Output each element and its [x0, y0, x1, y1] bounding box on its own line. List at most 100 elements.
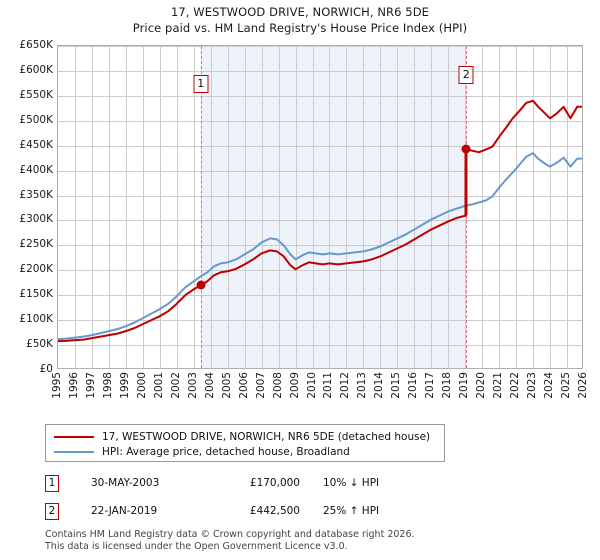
x-axis-tick-label: 2022: [509, 372, 522, 399]
legend-entry-hpi: HPI: Average price, detached house, Broa…: [52, 444, 438, 459]
gridline-vertical: [278, 46, 280, 368]
footer-line-1: Contains HM Land Registry data © Crown c…: [45, 529, 415, 540]
transaction-hpi-delta: 10% ↓ HPI: [323, 477, 380, 489]
y-axis-tick-label: £150K: [19, 288, 53, 301]
legend-label-hpi: HPI: Average price, detached house, Broa…: [102, 445, 350, 458]
gridline-horizontal: [58, 170, 582, 172]
chart-marker-badge[interactable]: 1: [193, 75, 209, 93]
legend-label-price-paid: 17, WESTWOOD DRIVE, NORWICH, NR6 5DE (de…: [102, 430, 431, 443]
chart-legend: 17, WESTWOOD DRIVE, NORWICH, NR6 5DE (de…: [45, 424, 445, 462]
gridline-horizontal: [58, 95, 582, 97]
x-axis-tick-label: 2023: [526, 372, 539, 399]
x-axis-tick-label: 2007: [254, 372, 267, 399]
gridline-vertical: [329, 46, 331, 368]
series-lines: [58, 99, 582, 343]
y-axis-tick-label: £50K: [26, 338, 53, 351]
gridline-vertical: [448, 46, 450, 368]
gridline-vertical: [142, 46, 144, 368]
x-axis-tick-label: 2019: [458, 372, 471, 399]
y-axis-tick-label: £650K: [19, 39, 53, 51]
gridline-horizontal: [58, 120, 582, 122]
x-axis-tick-label: 1998: [101, 372, 114, 399]
y-axis-tick-label: £400K: [19, 163, 53, 176]
gridline-vertical: [108, 46, 110, 368]
transaction-date: 22-JAN-2019: [91, 505, 158, 517]
gridline-vertical: [91, 46, 93, 368]
gridline-vertical: [210, 46, 212, 368]
gridline-horizontal: [58, 145, 582, 147]
footer-attribution: Contains HM Land Registry data © Crown c…: [45, 529, 585, 552]
footer-line-2: This data is licensed under the Open Gov…: [45, 540, 348, 552]
table-row: 2 22-JAN-2019 £442,500 25% ↑ HPI: [45, 502, 465, 524]
y-axis-tick-label: £100K: [19, 313, 53, 326]
x-axis-tick-label: 1997: [84, 372, 97, 399]
gridline-vertical: [397, 46, 399, 368]
x-axis-tick-label: 2025: [560, 372, 573, 399]
gridline-horizontal: [58, 195, 582, 197]
x-axis-tick-label: 2014: [373, 372, 386, 399]
y-axis-tick-label: £350K: [19, 188, 53, 201]
transaction-hpi-delta: 25% ↑ HPI: [323, 505, 380, 517]
y-axis-labels: £0 £50K £100K £150K £200K £250K £300K £350K £400…: [0, 39, 53, 375]
title-line-1: 17, WESTWOOD DRIVE, NORWICH, NR6 5DE: [170, 5, 430, 19]
gridline-horizontal: [58, 270, 582, 272]
sale-point-marker[interactable]: [196, 280, 206, 290]
gridline-vertical: [550, 46, 552, 368]
gridline-vertical: [312, 46, 314, 368]
y-axis-tick-label: £300K: [19, 213, 53, 226]
x-axis-tick-label: 1999: [118, 372, 131, 399]
gridline-vertical: [227, 46, 229, 368]
marker-vertical-line: [200, 46, 202, 368]
x-axis-tick-label: 2013: [356, 372, 369, 399]
gridline-vertical: [516, 46, 518, 368]
gridline-vertical: [414, 46, 416, 368]
y-axis-tick-label: £550K: [19, 88, 53, 101]
x-axis-tick-label: 2015: [390, 372, 403, 399]
x-axis-tick-label: 1995: [51, 372, 63, 399]
x-axis-tick-label: 2006: [237, 372, 250, 399]
gridline-horizontal: [58, 345, 582, 347]
gridline-vertical: [363, 46, 365, 368]
gridline-vertical: [346, 46, 348, 368]
gridline-vertical: [125, 46, 127, 368]
gridline-vertical: [193, 46, 195, 368]
x-axis-tick-label: 2020: [475, 372, 488, 399]
gridline-vertical: [499, 46, 501, 368]
transaction-date: 30-MAY-2003: [91, 477, 160, 489]
series-line: [58, 99, 582, 343]
legend-swatch-hpi: [54, 450, 94, 453]
y-axis-tick-label: £200K: [19, 263, 53, 276]
gridline-vertical: [261, 46, 263, 368]
x-axis-tick-label: 2000: [135, 372, 148, 399]
x-axis-tick-label: 2012: [339, 372, 352, 399]
gridline-horizontal: [58, 320, 582, 322]
series-line: [58, 152, 582, 341]
transaction-price: £170,000: [249, 477, 300, 489]
title-line-2: Price paid vs. HM Land Registry's House …: [132, 21, 468, 35]
legend-entry-price-paid: 17, WESTWOOD DRIVE, NORWICH, NR6 5DE (de…: [52, 429, 438, 444]
legend-swatch-price-paid: [54, 435, 94, 438]
gridline-vertical: [159, 46, 161, 368]
gridline-vertical: [244, 46, 246, 368]
price-jump-segment: [464, 149, 468, 216]
x-axis-tick-label: 2009: [288, 372, 301, 399]
gridline-vertical: [431, 46, 433, 368]
transaction-price: £442,500: [249, 505, 300, 517]
x-axis-tick-label: 2010: [305, 372, 318, 399]
x-axis-tick-label: 2001: [152, 372, 165, 399]
gridline-vertical: [380, 46, 382, 368]
y-axis-tick-label: £600K: [19, 63, 53, 76]
gridline-vertical: [176, 46, 178, 368]
chart-marker-badge[interactable]: 2: [458, 66, 474, 84]
gridline-horizontal: [58, 46, 582, 47]
x-axis-labels: 1995 1996 1997 1998 1999 2000 2001 2002 2003 2004…: [51, 372, 589, 414]
x-axis-tick-label: 2026: [577, 372, 589, 399]
x-axis-tick-label: 2004: [203, 372, 216, 399]
y-axis-tick-label: £0: [39, 363, 53, 375]
x-axis-tick-label: 2017: [424, 372, 437, 399]
y-axis-tick-label: £250K: [19, 238, 53, 251]
x-axis-tick-label: 2018: [441, 372, 454, 399]
y-axis-tick-label: £450K: [19, 138, 53, 151]
gridline-vertical: [74, 46, 76, 368]
